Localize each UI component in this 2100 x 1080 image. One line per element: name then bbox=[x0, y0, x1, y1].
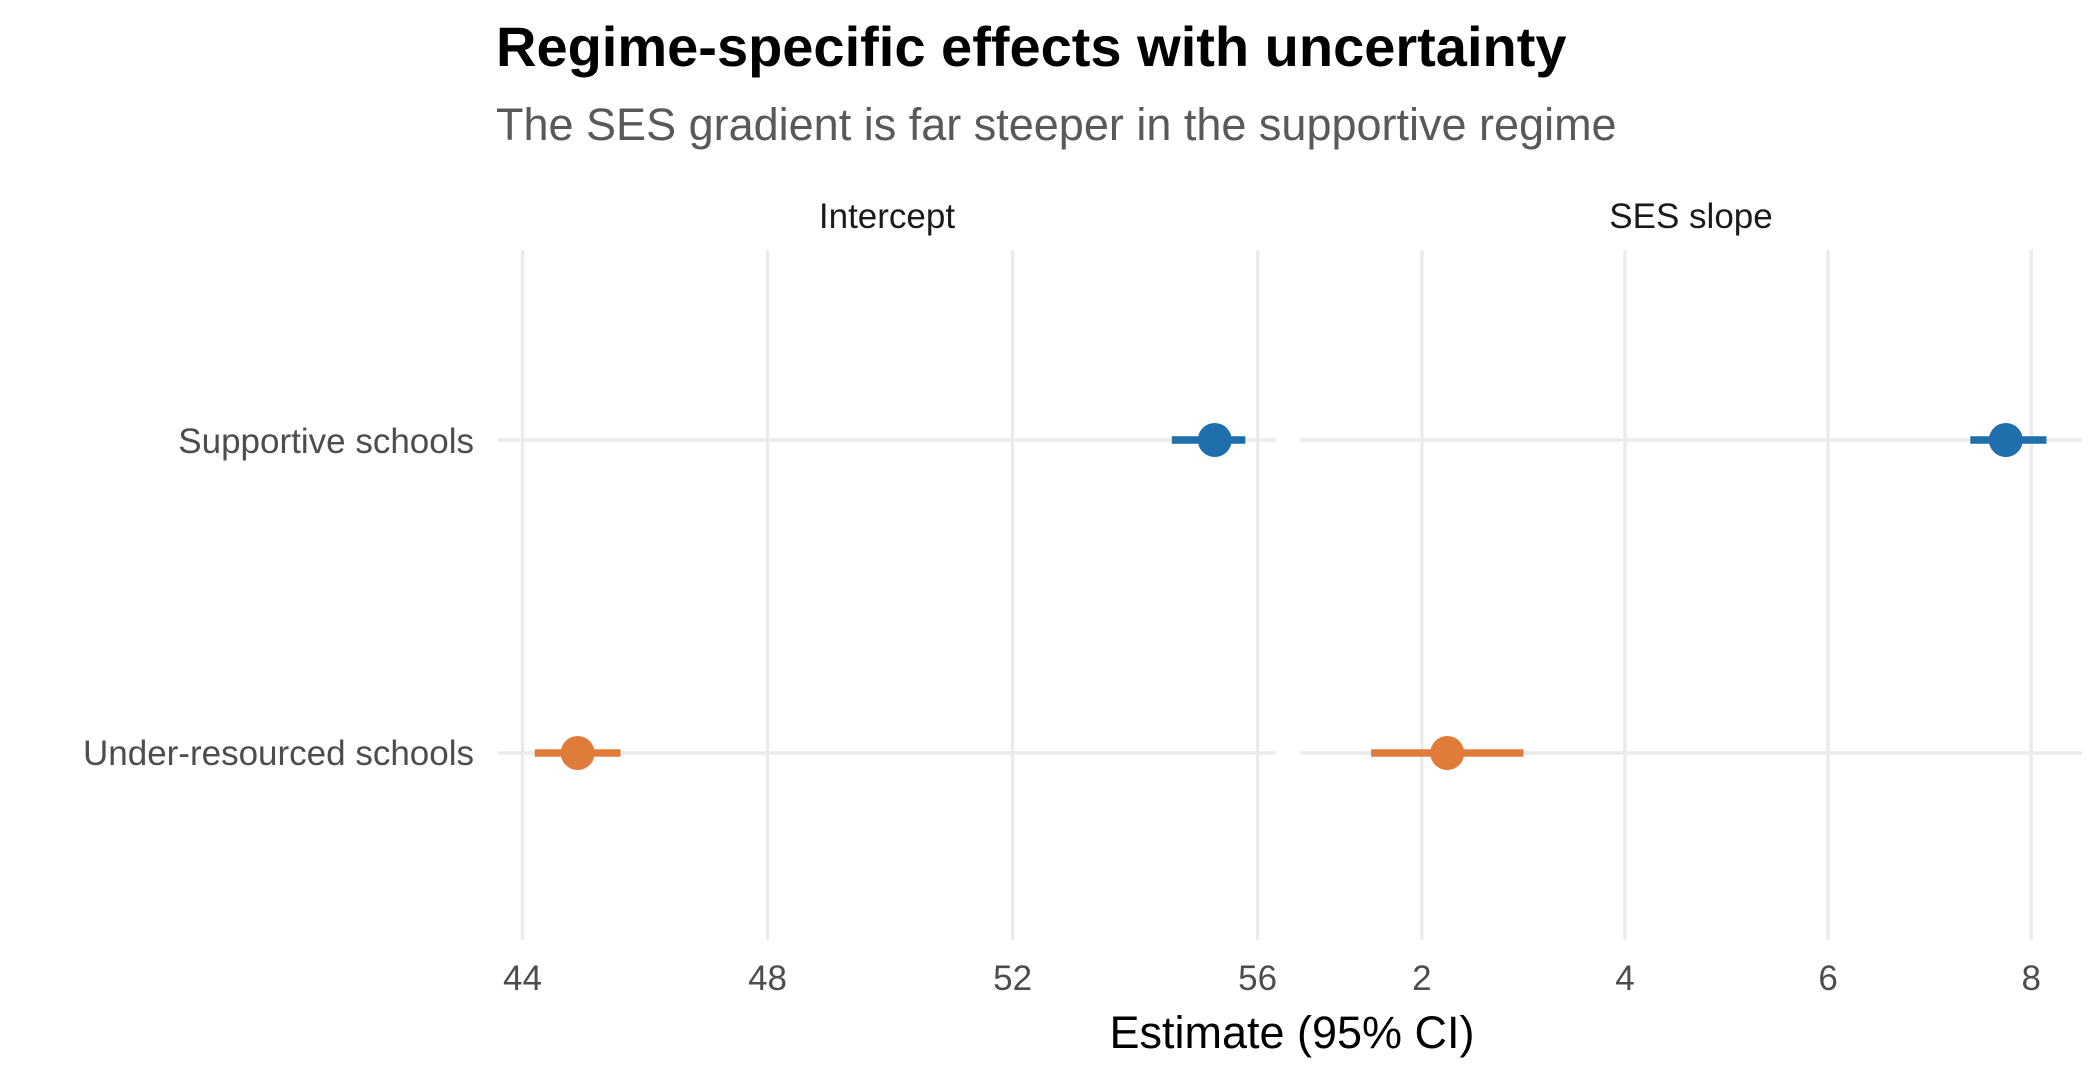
facet-panel: 44 48 52 56 Intercept bbox=[498, 197, 1277, 998]
point-estimate bbox=[1988, 423, 2023, 457]
chart-title: Regime-specific effects with uncertainty bbox=[496, 15, 1567, 78]
facet-panel: 2 4 6 8 SES slope bbox=[1300, 197, 2082, 998]
x-tick-label: 8 bbox=[2021, 959, 2040, 998]
x-tick-label: 4 bbox=[1615, 959, 1634, 998]
x-tick-label: 44 bbox=[503, 959, 542, 998]
x-axis-title: Estimate (95% CI) bbox=[1109, 1007, 1474, 1058]
y-category-label: Supportive schools bbox=[178, 422, 474, 461]
x-tick-label: 48 bbox=[748, 959, 787, 998]
facet-strip-label: SES slope bbox=[1609, 197, 1772, 236]
chart-subtitle: The SES gradient is far steeper in the s… bbox=[496, 99, 1617, 150]
facet-panels: 44 48 52 56 Intercept 2 4 6 8 SES slope bbox=[498, 197, 2082, 998]
x-tick-label: 56 bbox=[1238, 959, 1277, 998]
y-category-label: Under-resourced schools bbox=[83, 734, 474, 773]
facet-strip-label: Intercept bbox=[819, 197, 955, 236]
x-tick-label: 6 bbox=[1818, 959, 1837, 998]
point-estimate bbox=[560, 736, 595, 770]
x-tick-label: 52 bbox=[993, 959, 1032, 998]
point-estimate bbox=[1197, 423, 1232, 457]
x-tick-label: 2 bbox=[1412, 959, 1431, 998]
point-estimate bbox=[1430, 736, 1465, 770]
